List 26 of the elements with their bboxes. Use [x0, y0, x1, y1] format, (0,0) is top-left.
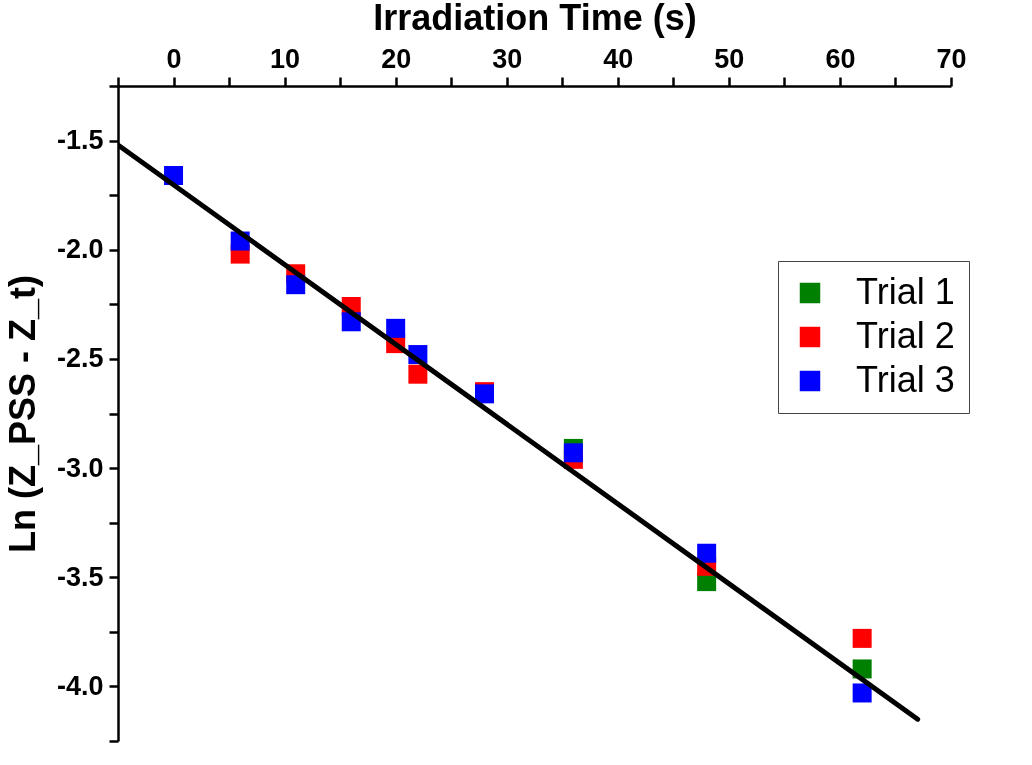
x-tick-label: 70 — [936, 43, 967, 74]
x-tick-label: 30 — [492, 43, 523, 74]
legend-label: Trial 3 — [856, 359, 955, 400]
point — [563, 443, 583, 463]
x-tick-label: 10 — [270, 43, 301, 74]
point — [697, 543, 717, 563]
y-tick-label: -2.5 — [56, 343, 104, 374]
x-tick-label: 60 — [825, 43, 856, 74]
x-tick-label: 0 — [166, 43, 182, 74]
y-tick-label: -3.5 — [56, 561, 104, 592]
y-tick-label: -4.0 — [56, 670, 104, 701]
y-axis-title: Ln (Z_PSS - Z_t) — [1, 275, 43, 553]
y-tick-label: -1.5 — [56, 125, 104, 156]
y-tick-label: -3.0 — [56, 452, 104, 483]
point — [386, 318, 406, 338]
point — [286, 275, 306, 295]
y-tick-label: -2.0 — [56, 234, 104, 265]
x-tick-label: 20 — [381, 43, 412, 74]
point — [408, 364, 428, 384]
point — [852, 683, 872, 703]
x-tick-label: 50 — [714, 43, 745, 74]
x-axis-title: Irradiation Time (s) — [373, 0, 697, 38]
x-tick-label: 40 — [603, 43, 634, 74]
legend-label: Trial 1 — [856, 271, 955, 312]
point — [852, 628, 872, 648]
legend-label: Trial 2 — [856, 315, 955, 356]
